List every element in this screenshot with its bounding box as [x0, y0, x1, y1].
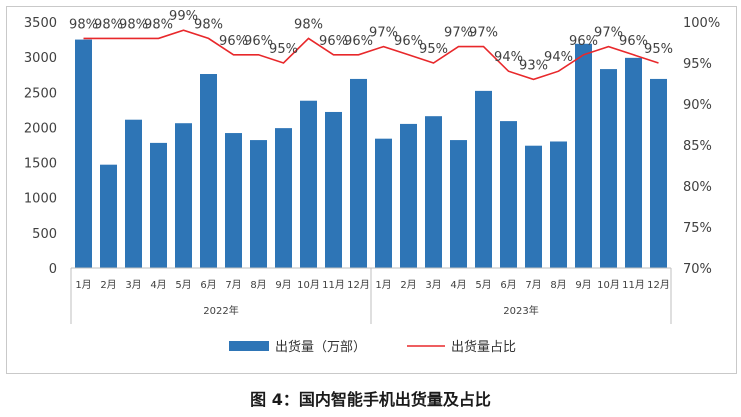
data-label: 96%	[619, 34, 648, 49]
category-label: 2月	[400, 279, 416, 291]
category-label: 3月	[425, 279, 441, 291]
data-label: 97%	[469, 26, 498, 41]
left-axis-tick: 2500	[24, 86, 57, 101]
data-label: 98%	[194, 17, 223, 32]
left-axis-tick: 1500	[24, 157, 57, 172]
bar	[100, 164, 117, 268]
data-label: 96%	[344, 34, 373, 49]
category-label: 4月	[450, 279, 466, 291]
category-label: 8月	[250, 279, 266, 291]
data-label: 95%	[269, 42, 298, 57]
right-axis-tick: 80%	[683, 180, 712, 195]
data-label: 99%	[169, 9, 198, 24]
legend-line-label: 出货量占比	[451, 339, 516, 355]
category-label: 11月	[322, 279, 345, 291]
category-label: 5月	[475, 279, 491, 291]
left-axis-tick: 3500	[24, 16, 57, 31]
bar	[75, 39, 92, 269]
left-axis-tick: 0	[49, 262, 57, 277]
data-label: 96%	[219, 34, 248, 49]
data-label: 94%	[494, 50, 523, 65]
legend-bar-swatch	[229, 341, 269, 351]
data-label: 95%	[644, 42, 673, 57]
category-label: 1月	[75, 279, 91, 291]
category-label: 8月	[550, 279, 566, 291]
data-label: 98%	[294, 17, 323, 32]
year-label: 2022年	[203, 304, 238, 317]
data-label: 96%	[319, 34, 348, 49]
category-label: 3月	[125, 279, 141, 291]
bar	[600, 69, 617, 268]
legend-bar-label: 出货量（万部）	[275, 339, 366, 355]
share-line	[83, 29, 659, 81]
bar	[200, 74, 217, 268]
category-label: 7月	[225, 279, 241, 291]
category-label: 6月	[200, 279, 216, 291]
bar	[125, 119, 142, 268]
bar	[625, 57, 642, 268]
data-label: 97%	[444, 26, 473, 41]
right-axis-tick: 70%	[683, 262, 712, 277]
left-axis-tick: 1000	[24, 192, 57, 207]
left-axis-tick: 3000	[24, 51, 57, 66]
category-label: 6月	[500, 279, 516, 291]
data-label: 98%	[119, 17, 148, 32]
chart-frame: 0 500 1000 1500 2000 2500 3000 3500 70% 75% 80% 85%…	[6, 6, 737, 374]
category-label: 9月	[575, 279, 591, 291]
bar	[300, 100, 317, 268]
bar	[475, 90, 492, 268]
data-label: 95%	[419, 42, 448, 57]
right-axis-tick: 85%	[683, 139, 712, 154]
left-axis-tick: 500	[32, 227, 57, 242]
category-label: 2月	[100, 279, 116, 291]
category-label: 1月	[375, 279, 391, 291]
bar	[650, 78, 667, 268]
category-label: 9月	[275, 279, 291, 291]
category-label: 4月	[150, 279, 166, 291]
bar	[275, 128, 292, 268]
data-label: 97%	[594, 26, 623, 41]
category-label: 5月	[175, 279, 191, 291]
bar	[150, 142, 167, 268]
data-label: 96%	[569, 34, 598, 49]
category-label: 7月	[525, 279, 541, 291]
bar	[550, 141, 567, 268]
bar	[400, 123, 417, 269]
data-label: 93%	[519, 58, 548, 73]
bar	[325, 111, 342, 268]
bar	[175, 123, 192, 268]
right-axis-tick: 90%	[683, 98, 712, 113]
data-label: 96%	[244, 34, 273, 49]
right-axis-tick: 75%	[683, 221, 712, 236]
right-axis-tick: 95%	[683, 57, 712, 72]
bar	[575, 43, 592, 268]
data-label: 96%	[394, 34, 423, 49]
chart: 0 500 1000 1500 2000 2500 3000 3500 70% 75% 80% 85%…	[24, 9, 720, 355]
data-label: 98%	[69, 17, 98, 32]
bar	[250, 140, 267, 268]
category-label: 12月	[647, 279, 670, 291]
bar	[450, 140, 467, 268]
chart-caption: 图 4：国内智能手机出货量及占比	[250, 390, 491, 409]
right-axis-tick: 100%	[683, 16, 720, 31]
bar	[525, 145, 542, 268]
data-label: 94%	[544, 50, 573, 65]
year-label: 2023年	[503, 304, 538, 317]
category-label: 12月	[347, 279, 370, 291]
category-label: 10月	[297, 279, 320, 291]
category-label: 10月	[597, 279, 620, 291]
bar	[350, 78, 367, 268]
data-label: 97%	[369, 26, 398, 41]
bar	[425, 116, 442, 268]
bar	[500, 121, 517, 268]
left-axis-tick: 2000	[24, 121, 57, 136]
bar	[375, 138, 392, 268]
bar	[225, 133, 242, 268]
category-label: 11月	[622, 279, 645, 291]
data-label: 98%	[144, 17, 173, 32]
data-label: 98%	[94, 17, 123, 32]
